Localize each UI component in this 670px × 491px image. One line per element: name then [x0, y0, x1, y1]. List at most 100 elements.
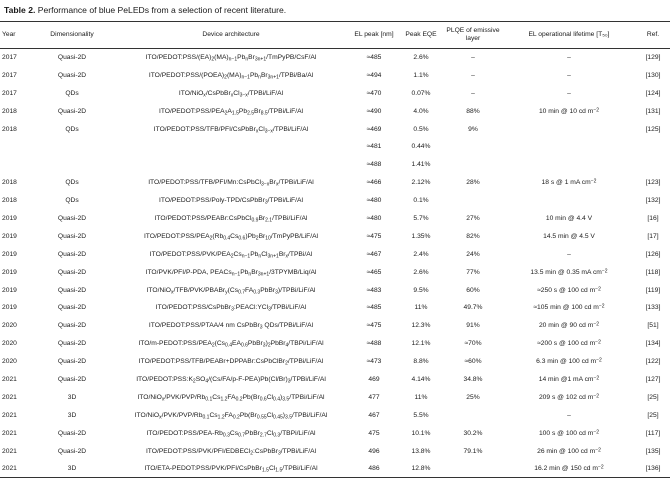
cell-year: 2021 — [2, 393, 17, 401]
cell-el-peak: ≈488 — [366, 340, 382, 348]
cell-peak-eqe: 4.0% — [413, 107, 429, 115]
cell-lifetime — [502, 120, 636, 138]
table-row: 2018 Quasi-2D ITO/PEDOT:PSS/PEA2A1.5Pb2.5B… — [0, 102, 670, 120]
cell-peak-eqe: 13.8% — [411, 447, 431, 455]
cell-peak-eqe: 0.5% — [413, 125, 429, 133]
cell-device-architecture: ITO/PEDOT:PSS/PEABr:CsPbCl0.9Br2.1/TPBi/… — [154, 214, 308, 224]
table-row: ≈481 0.44% — [0, 138, 670, 156]
cell-ref: [126] — [645, 250, 661, 258]
cell-year: 2021 — [2, 465, 17, 473]
table-row: 2017 Quasi-2D ITO/PEDOT:PSS/(EA)2(MA)n−1Pb… — [0, 49, 670, 67]
cell-plqe: ≈70% — [464, 340, 482, 348]
col-header-el-peak: EL peak [nm] — [354, 30, 394, 38]
cell-ref — [636, 138, 670, 156]
cell-dimensionality: Quasi-2D — [57, 107, 87, 115]
cell-el-peak: 469 — [368, 375, 380, 383]
cell-device-architecture: ITO/PEDOT:PSS/PVK/PFI/EDBECl2:CsPbBr3/TP… — [145, 447, 317, 456]
col-header-peak-eqe: Peak EQE — [405, 30, 437, 38]
cell-device-architecture: ITO/PEDOT:PSS/TFB/PFI/Mn:CsPbCl3−xBrx/TP… — [148, 179, 314, 188]
cell-el-peak: ≈494 — [366, 71, 382, 79]
cell-lifetime: ≈250 s @ 100 cd m−2 — [537, 285, 601, 294]
cell-dimensionality: 3D — [67, 465, 77, 473]
cell-year: 2019 — [2, 232, 17, 240]
cell-el-peak: ≈485 — [366, 304, 382, 312]
cell-plqe: 88% — [466, 107, 480, 115]
cell-peak-eqe: 11% — [414, 304, 428, 312]
cell-year: 2018 — [2, 125, 17, 133]
cell-el-peak: ≈480 — [366, 214, 382, 222]
cell-year: 2018 — [2, 197, 17, 205]
cell-peak-eqe: 9.5% — [413, 286, 429, 294]
cell-plqe: 28% — [466, 179, 480, 187]
cell-peak-eqe: 12.8% — [411, 465, 431, 473]
table-row: 2018 QDs ITO/PEDOT:PSS/Poly-TPD/CsPbBr3/TP… — [0, 192, 670, 210]
cell-plqe: 82% — [466, 232, 480, 240]
cell-plqe: 25% — [466, 393, 480, 401]
cell-year: 2018 — [2, 179, 17, 187]
cell-peak-eqe: 8.8% — [413, 358, 429, 366]
cell-ref: [135] — [645, 447, 661, 455]
cell-lifetime: 16.2 min @ 150 cd m−2 — [534, 464, 604, 473]
cell-dimensionality: Quasi-2D — [57, 304, 87, 312]
table-label: Table 2. — [4, 5, 36, 15]
cell-device-architecture: ITO/PEDOT:PSS/Poly-TPD/CsPbBr3/TPBi/LiF/… — [159, 197, 303, 206]
cell-device-architecture — [112, 138, 350, 156]
cell-ref: [118] — [645, 268, 661, 276]
cell-lifetime: 26 min @ 100 cd m−2 — [537, 446, 601, 455]
cell-ref: [122] — [645, 358, 661, 366]
cell-year: 2021 — [2, 411, 17, 419]
cell-device-architecture: ITO/NiOx/CsPbBrxCl3−x/TPBi/LiF/Al — [178, 89, 284, 98]
cell-ref: [129] — [645, 54, 661, 62]
cell-dimensionality: Quasi-2D — [57, 268, 87, 276]
cell-plqe — [444, 192, 502, 210]
table-row: 2019 Quasi-2D ITO/PEDOT:PSS/PEABr:CsPbCl0.… — [0, 210, 670, 228]
cell-el-peak: 486 — [368, 465, 380, 473]
cell-peak-eqe: 5.7% — [413, 214, 429, 222]
cell-year: 2020 — [2, 358, 17, 366]
cell-device-architecture: ITO/PEDOT:PSS/PVK/PEA2Csn−1PbnCl3n+1Brx/… — [149, 250, 313, 259]
cell-el-peak: ≈469 — [366, 125, 382, 133]
cell-plqe: 49.7% — [463, 304, 483, 312]
cell-plqe: 24% — [466, 250, 480, 258]
table-row: 2019 Quasi-2D ITO/PVK/PFI/P-PDA, PEACsn−1P… — [0, 263, 670, 281]
table-row: 2020 Quasi-2D ITO/m-PEDOT:PSS/PEA2(Cs0.4EA… — [0, 335, 670, 353]
table-row: 2017 Quasi-2D ITO/PEDOT:PSS/(POEA)2(MA)n−1… — [0, 66, 670, 84]
cell-lifetime: 6.3 min @ 100 cd m−2 — [536, 357, 602, 366]
cell-plqe: 91% — [466, 322, 480, 330]
cell-plqe — [444, 406, 502, 424]
cell-year: 2019 — [2, 250, 17, 258]
cell-dimensionality: Quasi-2D — [57, 375, 87, 383]
cell-peak-eqe: 2.6% — [413, 268, 429, 276]
cell-device-architecture: ITO/NiOx/PVK/PVP/Rb0.1Cs1.2FA0.2Pb(Br0.6… — [137, 393, 325, 403]
table-row: 2020 Quasi-2D ITO/PEDOT:PSS/PTAA/4 nm CsPb… — [0, 317, 670, 335]
cell-ref: [134] — [645, 340, 661, 348]
table-row: 2021 3D ITO/NiOx/PVK/PVP/Rb0.1Cs1.2FA0.2Pb… — [0, 406, 670, 424]
table-title: Performance of blue PeLEDs from a select… — [37, 5, 287, 15]
cell-peak-eqe: 1.1% — [413, 71, 429, 79]
cell-dimensionality: QDs — [65, 197, 79, 205]
cell-year: 2019 — [2, 286, 17, 294]
cell-lifetime: – — [567, 71, 571, 79]
cell-device-architecture: ITO/PEDOT:PSS/CsPbBr3:PEACl:YCl3/TPBi/Li… — [155, 304, 307, 313]
cell-year: 2020 — [2, 340, 17, 348]
cell-device-architecture: ITO/PEDOT:PSS/(EA)2(MA)n−1PbnBr3n+1/TmPy… — [145, 54, 317, 63]
cell-el-peak: ≈475 — [366, 322, 382, 330]
table-row: 2021 Quasi-2D ITO/PEDOT:PSS:K2SO4/(Cs/FA/p… — [0, 371, 670, 389]
cell-peak-eqe: 2.6% — [413, 54, 429, 62]
table-row: 2019 Quasi-2D ITO/PEDOT:PSS/CsPbBr3:PEACl:… — [0, 299, 670, 317]
cell-dimensionality: 3D — [67, 411, 77, 419]
table-row: 2017 QDs ITO/NiOx/CsPbBrxCl3−x/TPBi/LiF/Al… — [0, 84, 670, 102]
cell-el-peak: 496 — [368, 447, 380, 455]
cell-ref: [130] — [645, 71, 661, 79]
cell-ref — [636, 156, 670, 174]
cell-plqe — [444, 138, 502, 156]
cell-lifetime: 18 s @ 1 mA cm−2 — [541, 178, 597, 187]
cell-dimensionality: Quasi-2D — [57, 54, 87, 62]
cell-device-architecture: ITO/PEDOT:PSS/TFB/PEABr+DPPABr:CsPbClBr2… — [138, 358, 324, 367]
cell-device-architecture — [112, 156, 350, 174]
cell-device-architecture: ITO/PVK/PFI/P-PDA, PEACsn−1PbnBr3n+1/3TP… — [145, 268, 317, 277]
cell-el-peak: ≈485 — [366, 54, 382, 62]
cell-dimensionality: Quasi-2D — [57, 429, 87, 437]
cell-plqe: ≈60% — [464, 358, 482, 366]
table-row: 2019 Quasi-2D ITO/PEDOT:PSS/PVK/PEA2Csn−1P… — [0, 245, 670, 263]
